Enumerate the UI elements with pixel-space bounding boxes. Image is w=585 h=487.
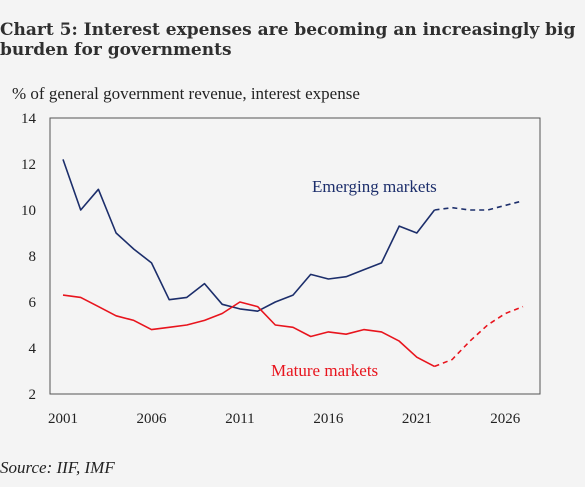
plot-frame [49,117,541,395]
annotation-mature-markets: Mature markets [271,361,378,380]
chart-title: Chart 5: Interest expenses are becoming … [0,20,576,60]
x-tick-label-2001: 2001 [48,411,78,427]
series-projection-mature-markets [434,305,524,368]
series-projection-emerging-markets [434,200,524,211]
y-axis-label: % of general government revenue, interes… [12,84,360,103]
annotation-emerging-markets: Emerging markets [312,177,437,196]
x-tick-label-2011: 2011 [225,411,254,427]
y-tick-label-12: 12 [21,157,36,173]
x-tick-label-2006: 2006 [136,411,167,427]
series-line-mature-markets [62,294,435,368]
x-tick-label-2026: 2026 [490,411,521,427]
y-tick-label-4: 4 [29,341,37,357]
x-tick-label-2021: 2021 [402,411,432,427]
y-tick-label-10: 10 [21,203,36,219]
y-tick-label-2: 2 [29,387,37,403]
y-tick-label-6: 6 [29,295,37,311]
y-tick-label-8: 8 [29,249,37,265]
series-line-emerging-markets [62,159,436,313]
x-tick-label-2016: 2016 [313,411,344,427]
y-tick-label-14: 14 [21,111,37,127]
source-note: Source: IIF, IMF [0,458,115,477]
